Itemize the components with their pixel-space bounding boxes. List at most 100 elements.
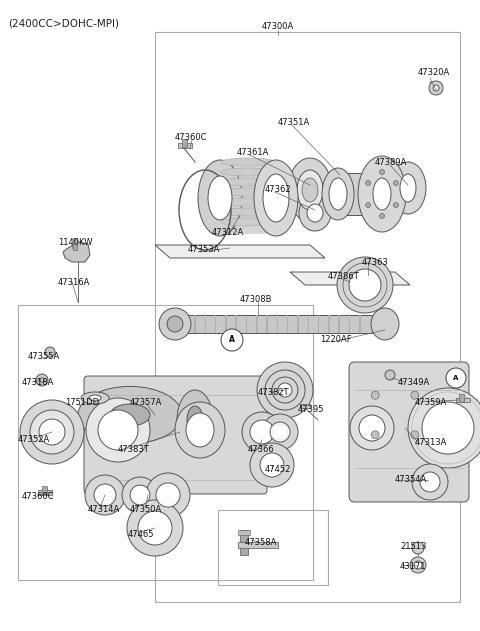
Bar — [182, 139, 187, 147]
Circle shape — [127, 500, 183, 556]
Circle shape — [380, 170, 384, 175]
Circle shape — [86, 398, 150, 462]
Bar — [459, 394, 464, 402]
Circle shape — [30, 410, 74, 454]
Text: 47314A: 47314A — [88, 505, 120, 514]
Ellipse shape — [221, 188, 275, 196]
Circle shape — [371, 391, 379, 399]
Text: 47452: 47452 — [265, 465, 291, 474]
Ellipse shape — [187, 406, 203, 434]
Text: 47395: 47395 — [298, 405, 324, 414]
Circle shape — [40, 378, 44, 382]
Bar — [338, 173, 380, 215]
Circle shape — [393, 180, 398, 186]
Circle shape — [410, 557, 426, 573]
Circle shape — [257, 362, 313, 418]
Text: 47363: 47363 — [362, 258, 389, 267]
Ellipse shape — [299, 195, 331, 231]
Bar — [287, 315, 288, 333]
Ellipse shape — [198, 160, 242, 236]
Ellipse shape — [349, 269, 381, 301]
Circle shape — [411, 431, 419, 439]
Text: 1751DD: 1751DD — [65, 398, 99, 407]
Ellipse shape — [390, 162, 426, 214]
Ellipse shape — [254, 160, 298, 236]
Text: 43171: 43171 — [400, 562, 427, 571]
Ellipse shape — [89, 395, 101, 401]
Bar — [240, 530, 248, 555]
Text: 47383T: 47383T — [118, 445, 150, 454]
Bar — [297, 315, 299, 333]
Text: 47308B: 47308B — [240, 295, 273, 304]
Circle shape — [130, 485, 150, 505]
Bar — [194, 315, 196, 333]
Circle shape — [262, 414, 298, 450]
Circle shape — [138, 511, 172, 545]
Text: 47360C: 47360C — [175, 133, 207, 142]
Circle shape — [411, 391, 419, 399]
Bar — [155, 32, 460, 602]
Bar — [318, 315, 319, 333]
Circle shape — [265, 370, 305, 410]
Text: 47350A: 47350A — [130, 505, 162, 514]
Text: 47389A: 47389A — [375, 158, 408, 167]
Bar — [359, 315, 360, 333]
Ellipse shape — [400, 174, 416, 202]
Ellipse shape — [186, 413, 214, 447]
Circle shape — [85, 475, 125, 515]
Bar — [256, 315, 258, 333]
Circle shape — [380, 213, 384, 218]
Ellipse shape — [159, 308, 191, 340]
Bar — [218, 162, 273, 234]
Bar — [218, 510, 328, 585]
Bar — [308, 315, 309, 333]
Bar — [300, 404, 310, 408]
Circle shape — [446, 368, 466, 388]
Circle shape — [272, 377, 298, 403]
Circle shape — [250, 443, 294, 487]
Text: 47465: 47465 — [128, 530, 155, 539]
Bar — [38, 490, 52, 495]
Ellipse shape — [177, 390, 213, 450]
Circle shape — [39, 419, 65, 445]
Text: A: A — [453, 375, 459, 381]
Circle shape — [260, 453, 284, 477]
Bar — [338, 315, 340, 333]
Circle shape — [156, 483, 180, 507]
Polygon shape — [155, 245, 325, 258]
Ellipse shape — [167, 316, 183, 332]
Bar — [276, 315, 278, 333]
Circle shape — [420, 472, 440, 492]
Ellipse shape — [221, 168, 275, 176]
Ellipse shape — [373, 178, 391, 210]
Ellipse shape — [337, 257, 393, 313]
Bar — [246, 315, 247, 333]
Bar — [348, 315, 350, 333]
Circle shape — [242, 412, 282, 452]
Text: 47359A: 47359A — [415, 398, 447, 407]
Ellipse shape — [358, 156, 406, 232]
Text: 47349A: 47349A — [398, 378, 430, 387]
Polygon shape — [63, 242, 90, 262]
Bar — [328, 315, 330, 333]
Circle shape — [408, 388, 480, 468]
Circle shape — [221, 329, 243, 351]
Circle shape — [366, 180, 371, 186]
Bar — [175, 315, 385, 333]
Ellipse shape — [221, 198, 275, 206]
Bar — [456, 398, 470, 402]
Ellipse shape — [307, 204, 323, 222]
Text: 47352A: 47352A — [18, 435, 50, 444]
Ellipse shape — [371, 308, 399, 340]
Circle shape — [45, 347, 55, 357]
Bar — [225, 315, 227, 333]
Bar — [18, 305, 313, 580]
FancyBboxPatch shape — [349, 362, 469, 502]
Text: 47357A: 47357A — [130, 398, 162, 407]
Circle shape — [414, 561, 422, 569]
Text: 47312A: 47312A — [212, 228, 244, 237]
Ellipse shape — [322, 168, 354, 220]
Text: 47361A: 47361A — [237, 148, 269, 157]
Text: (2400CC>DOHC-MPI): (2400CC>DOHC-MPI) — [8, 18, 119, 28]
Ellipse shape — [78, 386, 182, 444]
